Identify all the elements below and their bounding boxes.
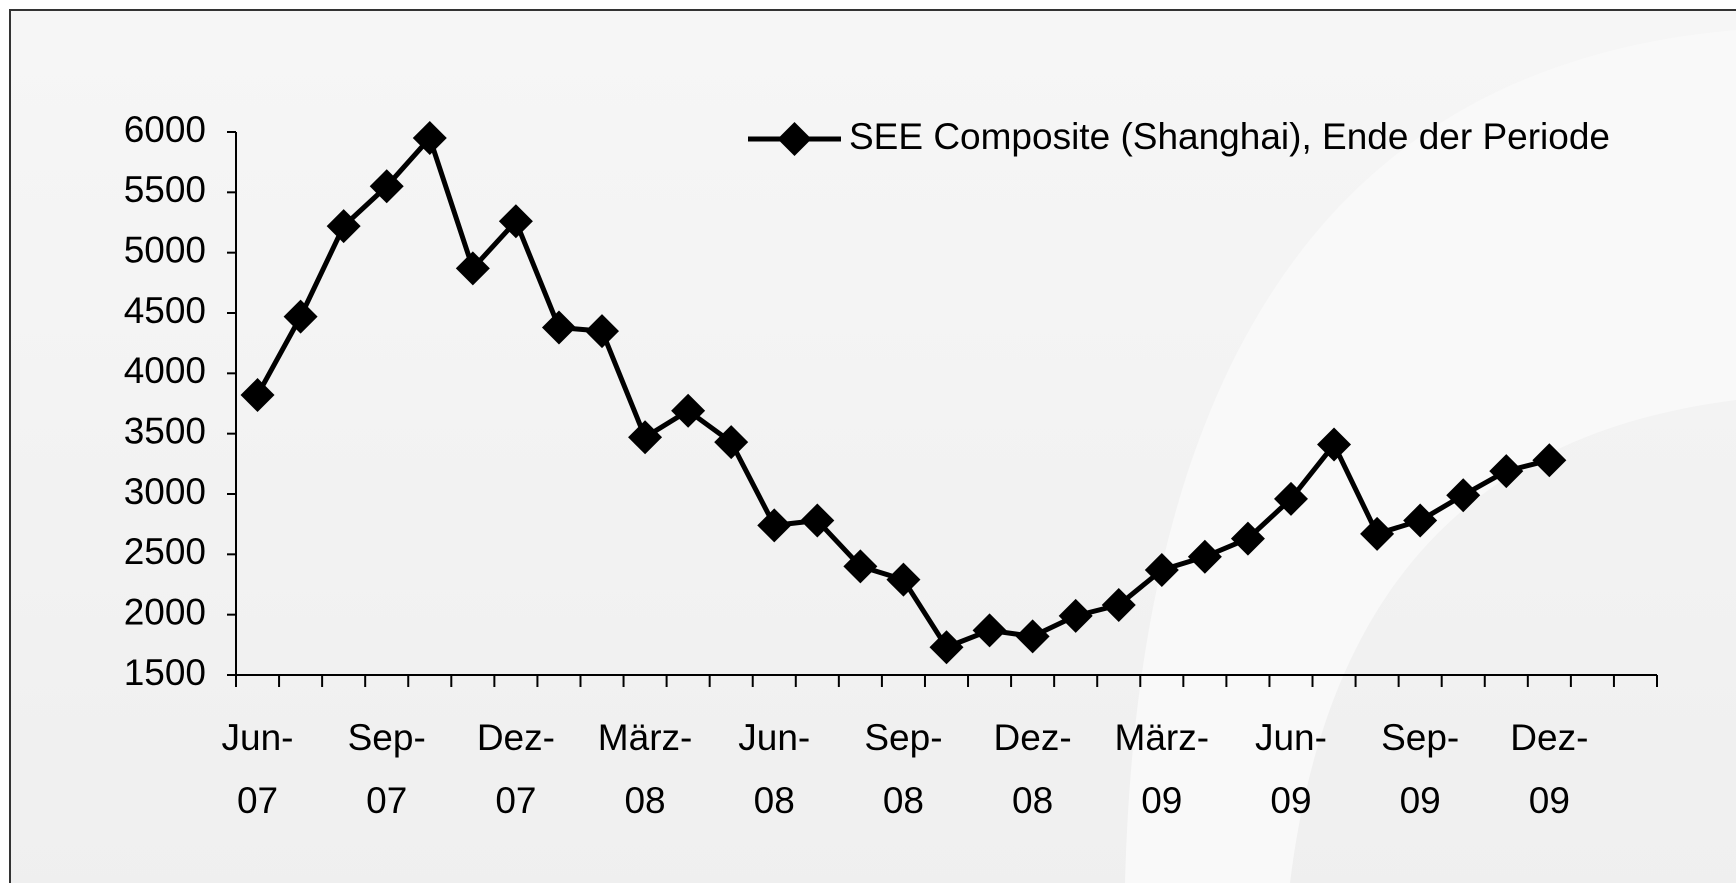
x-tick-label: Jun-07 bbox=[222, 717, 294, 821]
x-tick-label: Dez-08 bbox=[994, 717, 1072, 821]
data-point bbox=[541, 310, 576, 345]
x-tick-label: Jun-08 bbox=[738, 717, 810, 821]
data-point bbox=[1532, 443, 1567, 478]
x-tick-label: Dez-09 bbox=[1510, 717, 1588, 821]
legend-label: SEE Composite (Shanghai), Ende der Perio… bbox=[849, 116, 1610, 157]
x-tick-label: Dez-07 bbox=[477, 717, 555, 821]
data-point bbox=[1230, 521, 1265, 556]
data-point bbox=[972, 613, 1007, 648]
data-point bbox=[1273, 481, 1308, 516]
data-point bbox=[757, 508, 792, 543]
data-point bbox=[628, 420, 663, 455]
data-point bbox=[326, 209, 361, 244]
data-point bbox=[1144, 553, 1179, 588]
data-point bbox=[671, 393, 706, 428]
y-tick-label: 4500 bbox=[124, 290, 206, 331]
y-tick-label: 5000 bbox=[124, 229, 206, 270]
y-tick-label: 3000 bbox=[124, 471, 206, 512]
data-point bbox=[714, 425, 749, 460]
y-tick-label: 4000 bbox=[124, 350, 206, 391]
legend-marker bbox=[777, 122, 812, 156]
data-point bbox=[369, 169, 404, 204]
data-point bbox=[1360, 516, 1395, 551]
data-point bbox=[800, 503, 835, 538]
data-point bbox=[455, 251, 490, 286]
x-tick-label: Sep-08 bbox=[864, 717, 942, 821]
data-point bbox=[585, 314, 620, 349]
data-point bbox=[886, 562, 921, 597]
x-tick-label: Sep-07 bbox=[348, 717, 426, 821]
data-point bbox=[1101, 588, 1136, 623]
background-swoosh bbox=[1125, 30, 1736, 883]
y-tick-label: 6000 bbox=[124, 109, 206, 150]
data-point bbox=[240, 378, 275, 413]
data-point bbox=[1403, 503, 1438, 538]
y-tick-label: 2000 bbox=[124, 591, 206, 632]
y-tick-label: 2500 bbox=[124, 531, 206, 572]
y-tick-label: 3500 bbox=[124, 410, 206, 451]
data-point bbox=[843, 549, 878, 584]
data-point bbox=[1187, 539, 1222, 574]
data-point bbox=[283, 299, 318, 334]
x-tick-label: Jun-09 bbox=[1255, 717, 1327, 821]
x-tick-label: März-09 bbox=[1115, 717, 1210, 821]
data-point bbox=[412, 121, 447, 156]
data-point bbox=[1489, 454, 1524, 489]
y-tick-label: 5500 bbox=[124, 169, 206, 210]
x-tick-label: März-08 bbox=[598, 717, 693, 821]
x-tick-label: Sep-09 bbox=[1381, 717, 1459, 821]
data-point bbox=[1446, 478, 1481, 513]
data-point bbox=[1058, 598, 1093, 633]
data-point bbox=[1015, 619, 1050, 654]
y-tick-label: 1500 bbox=[124, 652, 206, 693]
data-point bbox=[929, 630, 964, 665]
data-point bbox=[1317, 427, 1352, 462]
data-point bbox=[498, 204, 533, 239]
